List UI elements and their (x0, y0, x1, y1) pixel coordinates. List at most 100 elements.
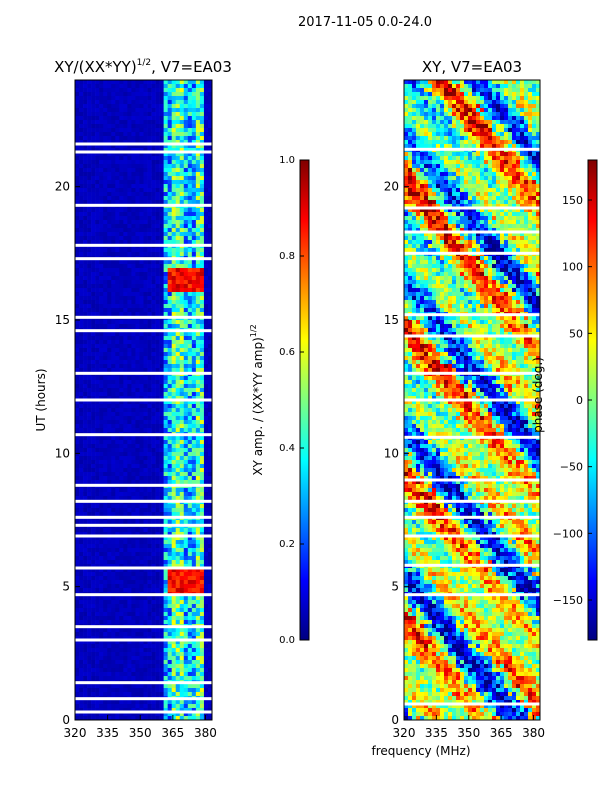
panel1-cell (143, 360, 148, 365)
panel1-cell (151, 376, 156, 381)
panel1-cell (111, 168, 116, 173)
panel1-cell (203, 440, 209, 445)
panel1-cell (187, 536, 193, 541)
panel1-cell (175, 620, 181, 625)
panel1-cell (171, 564, 177, 569)
panel1-cell (87, 572, 92, 577)
panel1-cell (135, 420, 140, 425)
panel1-cell (187, 580, 193, 585)
panel1-cell (139, 224, 144, 229)
panel1-cell (83, 280, 88, 285)
panel1-cell (91, 532, 96, 537)
panel1-cell (135, 116, 140, 121)
panel1-cell (163, 416, 168, 421)
panel1-cell (119, 276, 124, 281)
panel1-cell (187, 464, 193, 469)
panel1-cell (79, 156, 84, 161)
panel1-cell (163, 408, 168, 413)
panel1-cell (183, 412, 189, 417)
panel1-cell (143, 100, 148, 105)
panel1-cell (127, 612, 132, 617)
panel1-cell (187, 304, 193, 309)
panel1-cell (183, 100, 189, 105)
panel1-cell (79, 352, 84, 357)
panel1-cell (87, 512, 92, 517)
panel1-cell (135, 276, 140, 281)
panel1-cell (195, 616, 201, 621)
panel1-cell (195, 640, 201, 645)
panel1-cell (167, 320, 173, 325)
panel1-cell (167, 504, 173, 509)
panel1-cell (167, 580, 173, 585)
panel1-cell (199, 420, 205, 425)
panel1-cell (127, 140, 132, 145)
panel1-cell (143, 660, 148, 665)
panel1-cell (159, 572, 164, 577)
panel1-cell (199, 424, 205, 429)
panel1-cell (151, 460, 156, 465)
panel1-cell (203, 312, 209, 317)
panel1-cell (203, 356, 209, 361)
panel1-cell (191, 332, 197, 337)
panel1-cell (127, 504, 132, 509)
panel1-cell (191, 176, 197, 181)
panel1-cell (175, 108, 181, 113)
panel1-cell (95, 436, 100, 441)
panel1-cell (199, 276, 205, 281)
panel1-cell (159, 568, 164, 573)
panel1-cell (111, 572, 116, 577)
panel1-cell (147, 540, 152, 545)
panel1-cell (107, 300, 112, 305)
panel1-cell (187, 652, 193, 657)
panel1-cell (95, 544, 100, 549)
panel1-cell (155, 308, 160, 313)
panel1-cell (151, 584, 156, 589)
panel1-cell (95, 224, 100, 229)
panel1-cell (143, 208, 148, 213)
panel1-cell (135, 308, 140, 313)
panel1-cell (159, 240, 164, 245)
panel1-cell (79, 356, 84, 361)
panel1-cell (155, 568, 160, 573)
panel1-cell (119, 240, 124, 245)
panel1-cell (115, 496, 120, 501)
panel1-cell (151, 556, 156, 561)
panel1-cell (99, 112, 104, 117)
panel1-cell (171, 128, 177, 133)
panel1-cell (87, 236, 92, 241)
panel1-cell (83, 616, 88, 621)
panel1-cell (131, 360, 136, 365)
panel1-cell (127, 440, 132, 445)
panel1-cell (151, 488, 156, 493)
panel1-cell (171, 440, 177, 445)
panel1-cell (135, 416, 140, 421)
panel1-cell (175, 196, 181, 201)
panel1-cell (155, 552, 160, 557)
panel1-cell (75, 172, 80, 177)
panel1-cell (167, 396, 173, 401)
panel1-cell (87, 112, 92, 117)
panel1-cell (163, 556, 168, 561)
panel1-cell (199, 496, 205, 501)
panel1-cell (207, 196, 213, 201)
panel1-cell (179, 584, 185, 589)
panel1-cell (79, 568, 84, 573)
panel1-cell (203, 384, 209, 389)
panel1-cell (167, 128, 173, 133)
panel1-cell (163, 80, 168, 85)
panel1-cell (115, 220, 120, 225)
panel1-cell (139, 444, 144, 449)
panel1-cell (147, 104, 152, 109)
panel1-cell (179, 272, 185, 277)
panel1-cell (87, 320, 92, 325)
panel1-cell (111, 384, 116, 389)
panel1-cell (91, 584, 96, 589)
panel1-cell (151, 636, 156, 641)
panel1-cell (139, 276, 144, 281)
panel1-cell (171, 240, 177, 245)
panel1-cell (83, 320, 88, 325)
panel1-cell (119, 216, 124, 221)
panel1-cell (187, 252, 193, 257)
panel1-cell (143, 476, 148, 481)
panel1-cell (171, 380, 177, 385)
